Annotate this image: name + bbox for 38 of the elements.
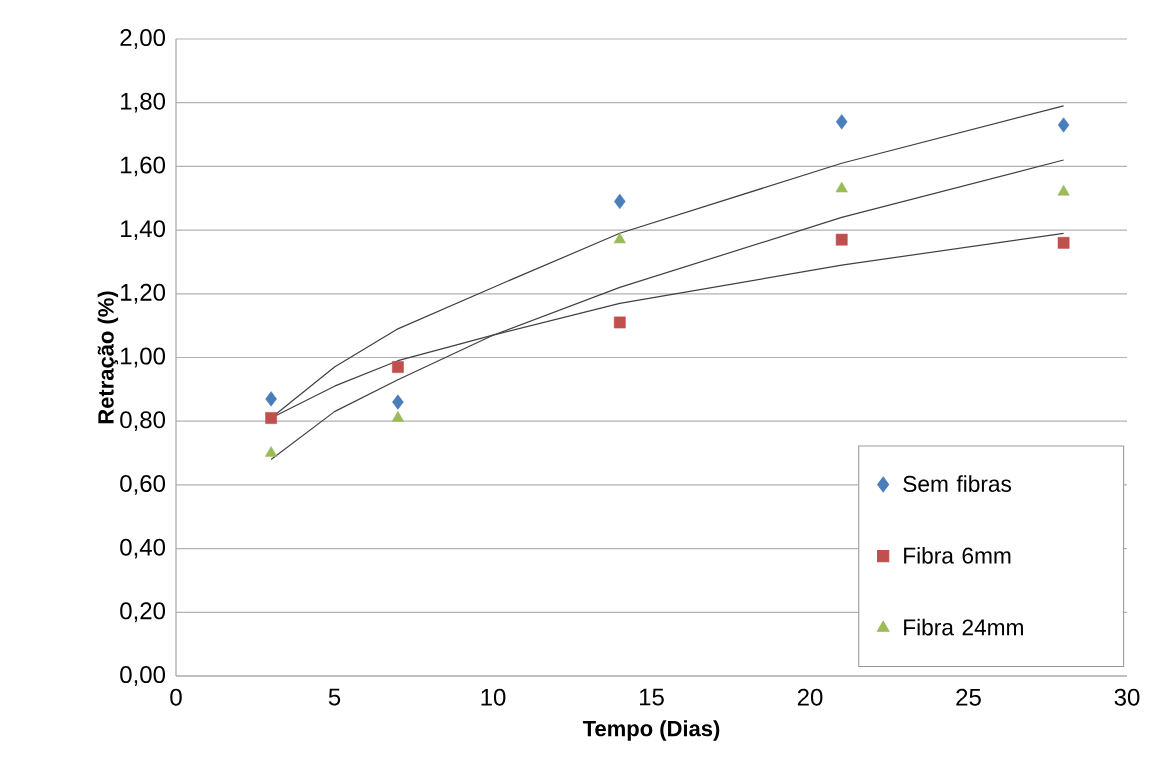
point [265,391,277,407]
y-tick-label: 0,00 [120,666,166,686]
point [1057,236,1070,249]
y-tick-label: 1,20 [121,283,166,304]
y-tick-label: 0,20 [120,602,166,623]
x-tick-label: 5 [328,688,341,706]
point [1057,184,1070,196]
y-axis-title: Retração (%) [97,291,119,424]
y-tick-label: 0,40 [120,538,166,559]
point [613,316,626,329]
x-tick-label: 25 [956,688,981,706]
point [835,114,848,130]
point [392,394,404,410]
point [265,412,277,424]
point [613,232,626,244]
y-tick-label: 1,60 [121,156,166,177]
x-tick-label: 15 [639,688,664,706]
y-tick-label: 1,00 [121,347,166,368]
point [835,181,848,193]
legend-label: Fibra 6mm [904,547,1011,564]
x-tick-label: 30 [1114,688,1140,706]
point [265,446,278,457]
x-tick-label: 0 [170,688,182,706]
x-axis-title: Tempo (Dias) [582,720,720,741]
y-tick-label: 1,40 [121,220,166,241]
point [392,361,404,373]
legend-label: Fibra 24mm [904,618,1023,636]
y-tick-label: 1,80 [121,92,166,113]
y-tick-label: 0,80 [120,411,166,432]
x-tick-label: 20 [797,688,823,706]
legend-label: Sem fibras [903,475,1012,492]
point [835,233,848,246]
y-tick-label: 2,00 [120,29,166,49]
point [614,193,626,210]
point [391,411,404,422]
x-tick-label: 10 [481,688,506,706]
point [1057,117,1070,133]
y-tick-label: 0,60 [120,474,166,495]
